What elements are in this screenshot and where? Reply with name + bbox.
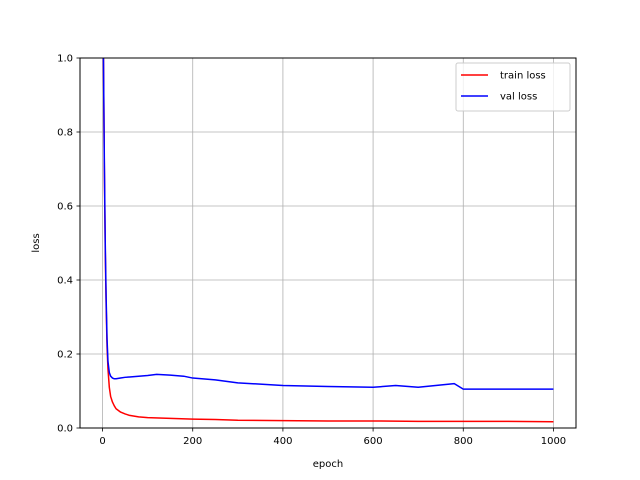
x-tick-label: 800 <box>454 436 473 447</box>
legend-label-val-loss: val loss <box>500 92 537 103</box>
x-tick-label: 600 <box>364 436 383 447</box>
y-tick-label: 0.4 <box>57 276 73 287</box>
x-tick-label: 0 <box>99 436 105 447</box>
ticks: 0 200 400 600 800 1000 0.0 0.2 0.4 0.6 0.8 1.0 <box>57 54 566 448</box>
legend-label-train-loss: train loss <box>500 71 546 82</box>
y-tick-label: 0.6 <box>57 202 73 213</box>
y-tick-label: 0.0 <box>57 424 73 435</box>
legend: train loss val loss <box>455 62 571 112</box>
x-axis-label: epoch <box>313 459 343 470</box>
series-group <box>102 58 554 423</box>
val-loss-line <box>102 58 554 390</box>
x-tick-label: 200 <box>183 436 202 447</box>
grid <box>80 57 576 429</box>
x-tick-label: 1000 <box>541 436 566 447</box>
y-tick-label: 0.8 <box>57 128 73 139</box>
plot-frame <box>79 57 577 429</box>
y-axis-label: loss <box>31 233 42 252</box>
y-tick-label: 0.2 <box>57 350 73 361</box>
series-layer <box>102 58 554 423</box>
y-tick-label: 1.0 <box>57 54 73 65</box>
x-tick-label: 400 <box>273 436 292 447</box>
